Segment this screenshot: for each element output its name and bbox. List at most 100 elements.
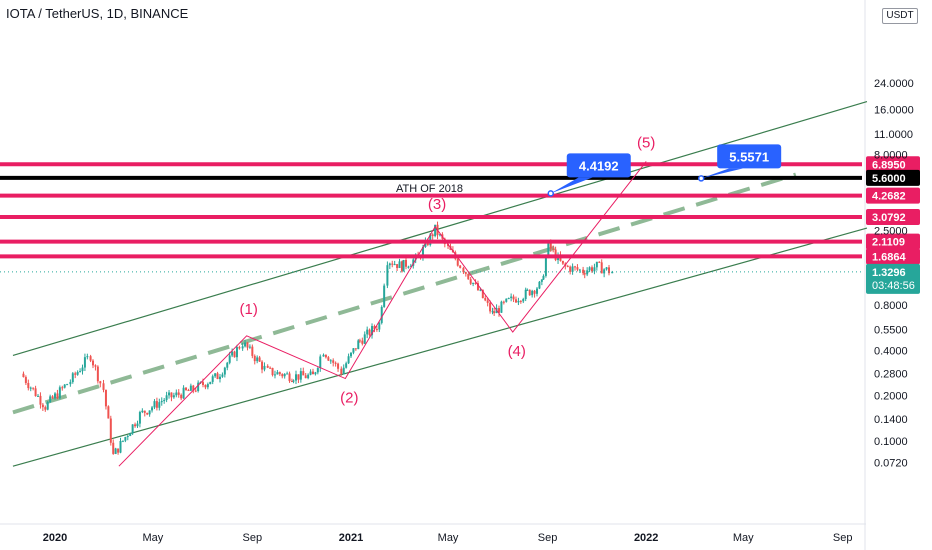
candle-body	[361, 340, 364, 344]
candle-body	[402, 259, 405, 272]
wave-label: (3)	[428, 196, 446, 213]
wave-label: (5)	[637, 134, 655, 151]
candle-body	[99, 381, 102, 384]
candle-body	[605, 267, 608, 270]
candle-body	[309, 371, 312, 375]
candle-body	[366, 329, 369, 335]
candle-body	[600, 262, 603, 274]
candle-body	[393, 264, 396, 266]
candle-body	[192, 385, 195, 391]
candle-body	[324, 354, 327, 358]
candle-body	[182, 387, 185, 399]
candle-body	[383, 285, 386, 307]
candle-body	[281, 374, 284, 377]
candle-body	[400, 261, 403, 272]
candle-body	[304, 375, 307, 379]
candle-body	[138, 412, 141, 424]
candle-body	[292, 380, 295, 382]
candle-body	[187, 390, 190, 392]
candle-body	[522, 298, 525, 302]
candle-body	[58, 387, 61, 399]
candle-body	[314, 372, 317, 375]
candle-body	[170, 392, 173, 398]
candle-body	[469, 279, 472, 284]
candle-body	[502, 301, 505, 303]
candle-body	[319, 356, 322, 369]
y-tick-label: 11.0000	[874, 129, 913, 141]
candle-body	[512, 296, 515, 300]
candle-body	[582, 269, 585, 274]
candle-body	[202, 382, 204, 385]
candle-body	[322, 354, 325, 357]
candle-body	[380, 306, 383, 323]
candle-body	[114, 448, 117, 454]
candle-body	[598, 261, 601, 263]
level-badge	[866, 187, 920, 204]
candle-body	[507, 298, 510, 300]
candle-body	[89, 356, 92, 361]
candle-body	[102, 383, 105, 390]
candle-body	[327, 357, 330, 361]
candle-body	[363, 334, 366, 344]
candle-body	[549, 240, 552, 249]
candle-body	[373, 326, 376, 329]
candle-body	[74, 373, 77, 375]
candle-body	[56, 393, 59, 399]
candle-body	[266, 365, 269, 368]
y-tick-label: 24.0000	[874, 78, 914, 90]
candle-body	[407, 266, 410, 268]
candle-body	[462, 267, 465, 273]
candle-body	[273, 374, 276, 376]
candle-body	[517, 300, 520, 303]
candle-body	[472, 282, 475, 284]
candle-body	[54, 393, 56, 399]
candle-body	[290, 381, 293, 383]
callout-label: 5.5571	[729, 149, 769, 164]
candle-body	[86, 356, 89, 358]
candle-body	[228, 355, 231, 363]
candle-body	[168, 392, 171, 396]
candle-body	[489, 302, 492, 312]
candle-body	[143, 410, 146, 413]
candle-body	[467, 273, 470, 280]
level-label: 2.1109	[872, 237, 905, 249]
candle-body	[591, 267, 594, 272]
candle-body	[124, 437, 127, 441]
y-tick-label: 2.5000	[874, 226, 908, 238]
candle-body	[329, 360, 332, 362]
candle-body	[83, 357, 86, 368]
candle-body	[24, 377, 27, 383]
candle-body	[474, 282, 477, 284]
candle-body	[61, 387, 64, 389]
candle-body	[126, 436, 129, 438]
candle-body	[66, 384, 69, 386]
candle-body	[172, 395, 175, 398]
level-badge	[866, 169, 920, 186]
level-badge	[866, 248, 920, 265]
candle-body	[269, 367, 272, 369]
level-badge	[866, 208, 920, 225]
candle-body	[185, 387, 188, 391]
channel-line-upper	[12, 101, 868, 357]
candle-body	[486, 300, 489, 303]
candle-body	[611, 271, 614, 274]
candle-body	[350, 352, 352, 357]
candle-body	[136, 423, 139, 427]
candle-body	[204, 384, 207, 388]
candle-body	[253, 355, 256, 362]
currency-button[interactable]: USDT	[882, 8, 918, 24]
candle-body	[119, 441, 122, 453]
candle-body	[226, 362, 229, 368]
candle-body	[607, 267, 610, 274]
y-tick-label: 0.1000	[874, 436, 908, 448]
callout-pointer	[550, 177, 593, 194]
candle-body	[595, 261, 598, 268]
candle-body	[493, 311, 496, 314]
x-tick-label: 2022	[634, 532, 658, 544]
current-price-label: 1.3296	[872, 267, 906, 279]
candle-body	[514, 299, 517, 303]
candle-body	[197, 382, 200, 391]
candle-body	[476, 283, 479, 291]
candle-body	[342, 367, 345, 375]
